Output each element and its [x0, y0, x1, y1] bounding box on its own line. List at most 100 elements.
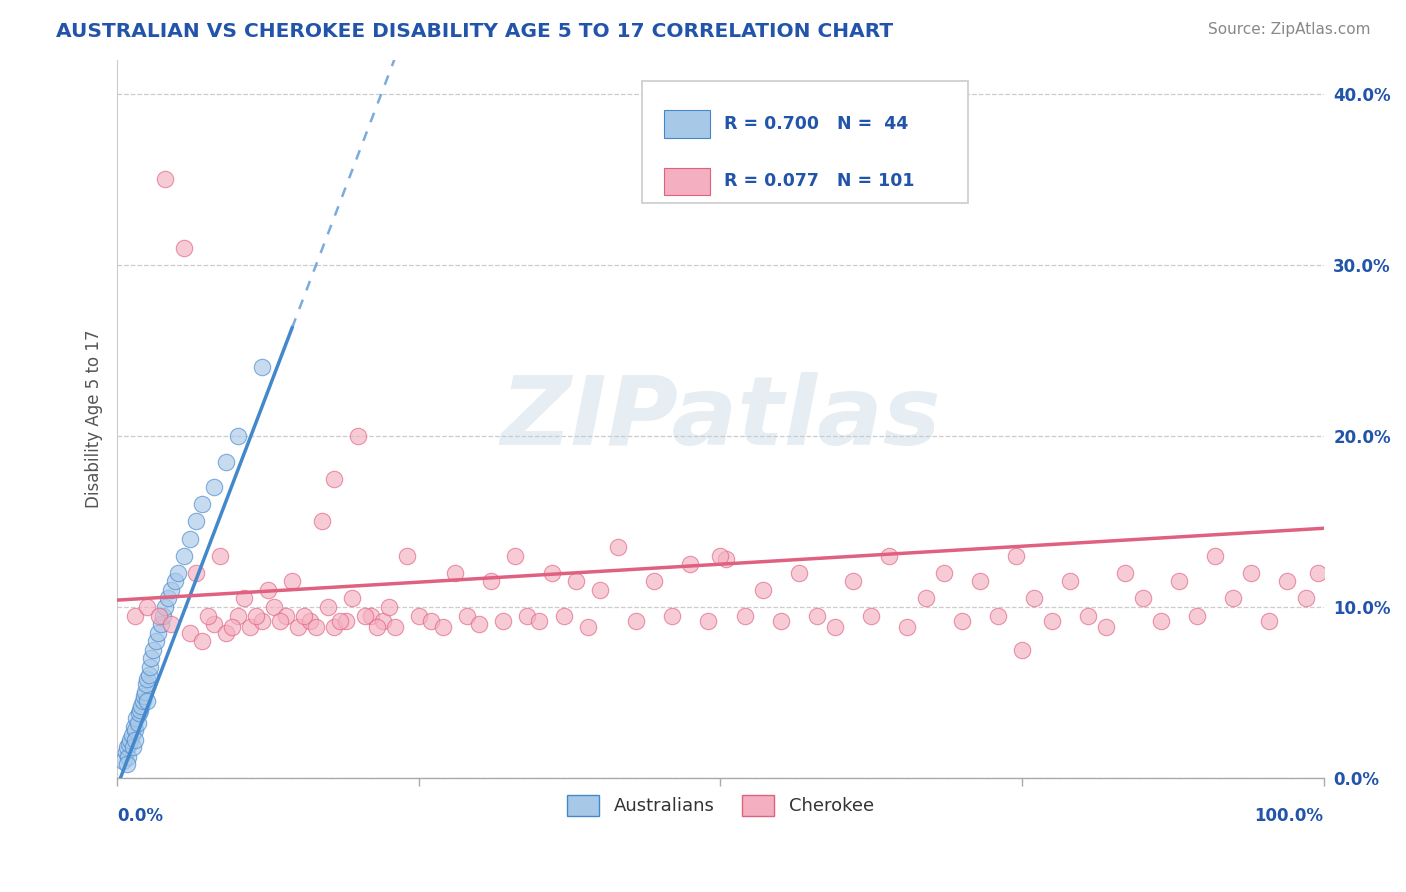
Point [125, 711, 148, 725]
Point [139, 651, 162, 665]
Point [269, 614, 291, 628]
Legend: Australians, Cherokee: Australians, Cherokee [560, 788, 882, 822]
Point [250, 614, 273, 628]
Text: Source: ZipAtlas.com: Source: ZipAtlas.com [1208, 22, 1371, 37]
Point [132, 689, 155, 703]
Point [643, 574, 665, 589]
Point [384, 620, 406, 634]
Point [239, 620, 262, 634]
Point [377, 599, 399, 614]
Point [842, 574, 865, 589]
Point [1059, 574, 1081, 589]
Point [138, 668, 160, 682]
Bar [643, 81, 967, 203]
Text: AUSTRALIAN VS CHEROKEE DISABILITY AGE 5 TO 17 CORRELATION CHART: AUSTRALIAN VS CHEROKEE DISABILITY AGE 5 … [56, 22, 893, 41]
Point [1258, 614, 1281, 628]
Point [124, 723, 146, 738]
Point [179, 532, 201, 546]
Point [1185, 608, 1208, 623]
Point [395, 549, 418, 563]
Point [299, 614, 322, 628]
Point [202, 480, 225, 494]
Point [932, 566, 955, 580]
Point [245, 608, 267, 623]
Point [139, 660, 162, 674]
Point [1005, 549, 1028, 563]
Point [117, 750, 139, 764]
Point [184, 515, 207, 529]
Point [1295, 591, 1317, 606]
Point [215, 454, 238, 468]
Point [131, 694, 153, 708]
Text: ZIPatlas: ZIPatlas [501, 372, 941, 466]
Point [529, 614, 551, 628]
Point [1306, 566, 1329, 580]
Point [281, 574, 304, 589]
Point [318, 599, 340, 614]
Point [124, 608, 146, 623]
Point [1114, 566, 1136, 580]
Point [347, 429, 370, 443]
Point [468, 617, 491, 632]
Point [419, 614, 441, 628]
Point [335, 614, 357, 628]
Point [1277, 574, 1299, 589]
Point [114, 745, 136, 759]
Point [160, 617, 183, 632]
Bar [664, 111, 710, 137]
Point [120, 733, 142, 747]
Point [197, 608, 219, 623]
Point [576, 620, 599, 634]
Point [136, 599, 159, 614]
Point [716, 552, 738, 566]
Point [540, 566, 562, 580]
Point [292, 608, 315, 623]
Point [152, 608, 174, 623]
Point [136, 694, 159, 708]
Point [516, 608, 538, 623]
Point [1022, 591, 1045, 606]
Point [323, 620, 346, 634]
Point [1011, 642, 1033, 657]
Point [1222, 591, 1244, 606]
Point [505, 549, 527, 563]
Point [661, 608, 683, 623]
Point [263, 599, 285, 614]
Y-axis label: Disability Age 5 to 17: Disability Age 5 to 17 [86, 329, 103, 508]
Point [257, 582, 280, 597]
Text: 0.0%: 0.0% [117, 806, 163, 825]
Point [305, 620, 328, 634]
Point [311, 515, 333, 529]
Point [969, 574, 991, 589]
Point [353, 608, 375, 623]
Point [142, 642, 165, 657]
Point [135, 677, 157, 691]
Point [122, 740, 145, 755]
Point [226, 429, 249, 443]
Point [128, 706, 150, 720]
Point [122, 720, 145, 734]
Text: 100.0%: 100.0% [1254, 806, 1323, 825]
Point [226, 608, 249, 623]
Point [149, 617, 172, 632]
Point [155, 172, 177, 186]
Point [155, 599, 177, 614]
Point [1167, 574, 1189, 589]
Point [987, 608, 1010, 623]
Text: R = 0.700   N =  44: R = 0.700 N = 44 [724, 115, 908, 133]
Point [879, 549, 901, 563]
Point [456, 608, 478, 623]
Point [129, 703, 152, 717]
Point [115, 740, 138, 755]
Point [156, 591, 179, 606]
Point [432, 620, 454, 634]
Text: R = 0.077   N = 101: R = 0.077 N = 101 [724, 172, 914, 190]
Point [173, 241, 195, 255]
Point [160, 582, 183, 597]
Point [166, 566, 188, 580]
Point [136, 672, 159, 686]
Point [329, 614, 352, 628]
Point [342, 591, 364, 606]
Point [1150, 614, 1173, 628]
Point [179, 625, 201, 640]
